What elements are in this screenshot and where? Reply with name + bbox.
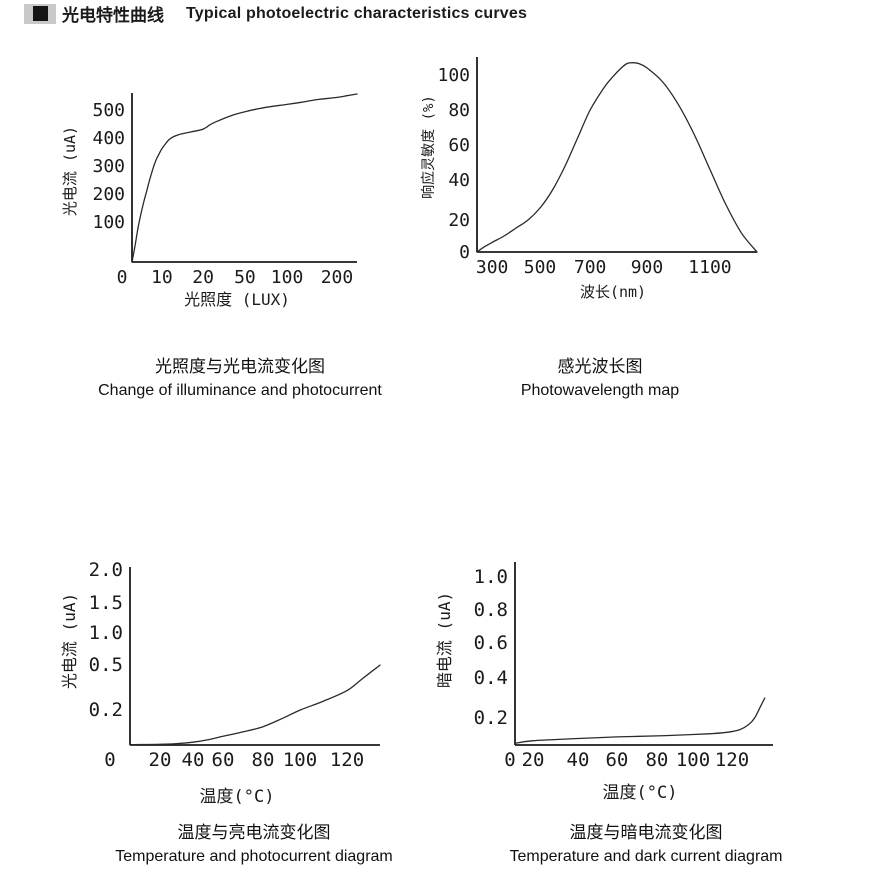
x-tick-label: 700 xyxy=(574,257,607,278)
caption-illuminance-chart: 光照度与光电流变化图 Change of illuminance and pho… xyxy=(90,352,390,400)
caption-temp-photocurrent-chart: 温度与亮电流变化图 Temperature and photocurrent d… xyxy=(104,818,404,866)
curve-path xyxy=(514,697,766,745)
y-axis-title: 光电流 (uA) xyxy=(61,126,79,216)
x-tick-label: 60 xyxy=(605,749,628,771)
y-axis-title: 响应灵敏度 (%) xyxy=(420,95,437,199)
x-tick-label: 900 xyxy=(631,257,664,278)
x-tick-label: 1100 xyxy=(688,257,731,278)
x-tick-label: 20 xyxy=(149,749,172,771)
y-tick-label: 1.0 xyxy=(89,622,123,644)
x-axis-title: 温度(°C) xyxy=(200,787,275,807)
y-tick-label: 0.2 xyxy=(89,699,123,721)
curve-path xyxy=(129,664,381,746)
x-tick-label: 50 xyxy=(234,267,256,288)
x-tick-label: 0 xyxy=(104,749,115,771)
chart-temperature-vs-dark-current: 0 20 40 60 80 100 120 0.2 0.4 0.6 0.8 1.0 温度(°C) 暗电流 … xyxy=(435,562,773,803)
y-tick-label: 100 xyxy=(437,65,470,86)
section-bullet-icon xyxy=(24,3,56,24)
y-tick-label: 0 xyxy=(459,242,470,263)
section-title-en: Typical photoelectric characteristics cu… xyxy=(186,4,528,22)
y-tick-label: 300 xyxy=(92,156,125,177)
x-tick-label: 120 xyxy=(330,749,364,771)
x-tick-label: 100 xyxy=(271,267,304,288)
curve-path xyxy=(476,62,758,253)
x-tick-label: 100 xyxy=(676,749,710,771)
y-tick-label: 200 xyxy=(92,184,125,205)
x-axis-title: 波长(nm) xyxy=(580,283,646,301)
y-tick-label: 60 xyxy=(448,135,470,156)
x-tick-label: 20 xyxy=(522,749,545,771)
x-tick-label: 0 xyxy=(117,267,128,288)
x-tick-label: 120 xyxy=(715,749,749,771)
chart-spectral-response: 300 500 700 900 1100 0 20 40 60 80 100 波长(nm) 响应灵敏度 … xyxy=(420,57,758,301)
section-title-cn: 光电特性曲线 xyxy=(62,6,164,25)
x-tick-label: 20 xyxy=(192,267,214,288)
y-tick-label: 80 xyxy=(448,100,470,121)
caption-en: Temperature and dark current diagram xyxy=(509,848,783,865)
caption-en: Photowavelength map xyxy=(520,382,680,399)
x-axis-title: 温度(°C) xyxy=(603,783,678,803)
caption-temp-darkcurrent-chart: 温度与暗电流变化图 Temperature and dark current d… xyxy=(496,818,796,866)
caption-en: Temperature and photocurrent diagram xyxy=(115,848,393,865)
y-tick-label: 0.2 xyxy=(474,707,508,729)
x-tick-label: 40 xyxy=(182,749,205,771)
x-tick-label: 60 xyxy=(212,749,235,771)
y-tick-label: 100 xyxy=(92,212,125,233)
y-tick-label: 400 xyxy=(92,128,125,149)
caption-cn: 感光波长图 xyxy=(557,357,643,376)
x-tick-label: 500 xyxy=(524,257,557,278)
caption-spectral-chart: 感光波长图 Photowavelength map xyxy=(450,352,750,400)
x-axis-title: 光照度 (LUX) xyxy=(184,290,290,309)
y-tick-label: 0.4 xyxy=(474,667,508,689)
section-header: 光电特性曲线 Typical photoelectric characteris… xyxy=(24,1,527,26)
x-tick-label: 0 xyxy=(504,749,515,771)
x-tick-label: 80 xyxy=(252,749,275,771)
x-tick-label: 80 xyxy=(645,749,668,771)
x-tick-label: 200 xyxy=(321,267,354,288)
caption-en: Change of illuminance and photocurrent xyxy=(98,382,382,399)
chart-temperature-vs-photocurrent: 0 20 40 60 80 100 120 0.2 0.5 1.0 1.5 2.0 温度(°C) 光电流 … xyxy=(60,559,381,807)
y-tick-label: 20 xyxy=(448,210,470,231)
caption-cn: 温度与亮电流变化图 xyxy=(177,823,331,842)
curve-path xyxy=(131,93,358,263)
black-square-icon xyxy=(32,6,48,21)
y-tick-label: 1.5 xyxy=(89,592,123,614)
x-tick-label: 300 xyxy=(476,257,509,278)
caption-cn: 光照度与光电流变化图 xyxy=(155,357,325,376)
y-axis-title: 光电流 (uA) xyxy=(60,593,79,689)
y-axis-title: 暗电流 (uA) xyxy=(435,592,454,688)
caption-cn: 温度与暗电流变化图 xyxy=(569,823,723,842)
y-tick-label: 0.8 xyxy=(474,599,508,621)
x-tick-label: 10 xyxy=(151,267,173,288)
y-tick-label: 0.6 xyxy=(474,632,508,654)
y-tick-label: 0.5 xyxy=(89,654,123,676)
y-tick-label: 40 xyxy=(448,170,470,191)
y-tick-label: 500 xyxy=(92,100,125,121)
y-tick-label: 2.0 xyxy=(89,559,123,581)
x-tick-label: 40 xyxy=(567,749,590,771)
x-tick-label: 100 xyxy=(283,749,317,771)
chart-illuminance-vs-photocurrent: 0 10 20 50 100 200 100 200 300 400 500 光照度 (LUX) 光电流… xyxy=(61,93,358,309)
y-tick-label: 1.0 xyxy=(474,566,508,588)
